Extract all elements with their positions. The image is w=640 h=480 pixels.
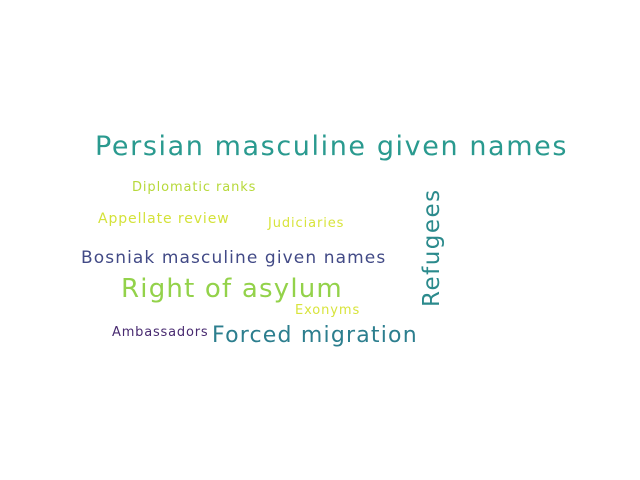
- word-judiciaries: Judiciaries: [268, 216, 345, 231]
- word-right-of-asylum: Right of asylum: [121, 274, 343, 304]
- word-forced-migration: Forced migration: [212, 323, 418, 348]
- word-diplomatic-ranks: Diplomatic ranks: [132, 180, 257, 195]
- word-appellate-review: Appellate review: [98, 211, 230, 227]
- word-ambassadors: Ambassadors: [112, 325, 209, 340]
- word-exonyms: Exonyms: [295, 303, 361, 318]
- word-bosniak-masculine-given-names: Bosniak masculine given names: [81, 248, 387, 268]
- word-refugees: Refugees: [419, 188, 445, 307]
- word-persian-masculine-given-names: Persian masculine given names: [95, 131, 568, 162]
